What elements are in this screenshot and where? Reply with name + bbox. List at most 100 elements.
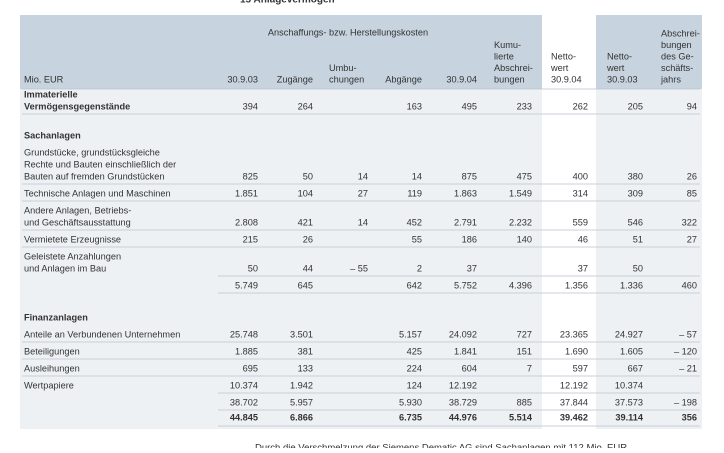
cell-value: – 55 xyxy=(350,263,368,273)
footnote: Durch die Verschmelzung der Siemens Dema… xyxy=(255,443,627,448)
section-title: Sachanlagen xyxy=(24,130,81,140)
row-label: Andere Anlagen, Betriebs- xyxy=(24,205,131,215)
cell-value: 38.702 xyxy=(230,397,258,407)
row-label: Bauten auf fremden Grundstücken xyxy=(24,171,164,181)
section-title: Finanzanlagen xyxy=(24,312,88,322)
column-header: Umbu- xyxy=(329,63,357,73)
cell-value: 46 xyxy=(578,234,588,244)
cell-value: 322 xyxy=(682,217,697,227)
cell-value: 27 xyxy=(687,234,697,244)
cell-value: 55 xyxy=(412,234,422,244)
cell-value: 380 xyxy=(628,171,643,181)
column-header: Abschrei- xyxy=(661,28,700,38)
cell-value: 215 xyxy=(243,234,258,244)
cell-value: 24.092 xyxy=(449,329,477,339)
column-header: chungen xyxy=(329,74,364,84)
column-header: schäfts- xyxy=(661,63,693,73)
cell-value: 1.690 xyxy=(565,346,588,356)
cell-value: 5.752 xyxy=(454,280,477,290)
row-label: Grundstücke, grundstücksgleiche xyxy=(24,147,160,157)
cell-value: 6.866 xyxy=(290,412,313,422)
cell-value: 37 xyxy=(467,263,477,273)
cell-value: 44 xyxy=(303,263,313,273)
cell-value: 7 xyxy=(527,363,532,373)
column-header: bungen xyxy=(661,40,692,50)
column-header: jahrs xyxy=(660,74,681,84)
column-header: 30.9.03 xyxy=(607,74,638,84)
cell-value: 381 xyxy=(298,346,313,356)
cell-value: 44.845 xyxy=(230,412,258,422)
column-header: 30.9.04 xyxy=(551,74,582,84)
row-label: Wertpapiere xyxy=(24,380,74,390)
cell-value: 10.374 xyxy=(615,380,643,390)
cell-value: 12.192 xyxy=(449,380,477,390)
cell-value: 309 xyxy=(628,188,643,198)
row-label: Ausleihungen xyxy=(24,363,80,373)
cell-value: 400 xyxy=(573,171,588,181)
cell-value: 1.885 xyxy=(235,346,258,356)
cell-value: 37.573 xyxy=(615,397,643,407)
cell-value: 26 xyxy=(687,171,697,181)
cell-value: 1.863 xyxy=(454,188,477,198)
cell-value: – 57 xyxy=(679,329,697,339)
heading: 15 Anlagevermögen xyxy=(240,0,335,6)
cell-value: 875 xyxy=(462,171,477,181)
column-header: Netto- xyxy=(607,51,632,61)
cell-value: 1.356 xyxy=(565,280,588,290)
cell-value: 37.844 xyxy=(560,397,588,407)
row-label: Anteile an Verbundenen Unternehmen xyxy=(24,329,180,339)
cell-value: 163 xyxy=(407,101,422,111)
cell-value: 39.462 xyxy=(560,412,588,422)
cell-value: 695 xyxy=(243,363,258,373)
cell-value: 425 xyxy=(407,346,422,356)
column-header: wert xyxy=(550,63,569,73)
cell-value: 50 xyxy=(303,171,313,181)
row-label: Beteiligungen xyxy=(24,346,80,356)
cell-value: 495 xyxy=(462,101,477,111)
cell-value: 642 xyxy=(407,280,422,290)
cell-value: 645 xyxy=(298,280,313,290)
cell-value: 314 xyxy=(573,188,588,198)
cell-value: 1.549 xyxy=(509,188,532,198)
cell-value: 475 xyxy=(517,171,532,181)
cell-value: 124 xyxy=(407,380,422,390)
column-header: Abschrei- xyxy=(494,63,533,73)
cell-value: 1.851 xyxy=(235,188,258,198)
cell-value: 14 xyxy=(358,217,368,227)
cell-value: 264 xyxy=(298,101,313,111)
cell-value: 27 xyxy=(358,188,368,198)
cell-value: 37 xyxy=(578,263,588,273)
cell-value: 186 xyxy=(462,234,477,244)
column-header: Kumu- xyxy=(494,40,521,50)
row-label: Vermietete Erzeugnisse xyxy=(24,234,121,244)
cell-value: 233 xyxy=(517,101,532,111)
cell-value: 14 xyxy=(358,171,368,181)
cell-value: 23.365 xyxy=(560,329,588,339)
cell-value: 104 xyxy=(298,188,313,198)
row-label: und Geschäftsausstattung xyxy=(24,217,131,227)
column-header: des Ge- xyxy=(661,51,694,61)
cell-value: 727 xyxy=(517,329,532,339)
column-header: lierte xyxy=(494,51,514,61)
cell-value: 1.336 xyxy=(620,280,643,290)
cell-value: 5.514 xyxy=(509,412,533,422)
cell-value: 224 xyxy=(407,363,422,373)
cell-value: 51 xyxy=(633,234,643,244)
cell-value: – 120 xyxy=(674,346,697,356)
cell-value: 85 xyxy=(687,188,697,198)
cell-value: 2.791 xyxy=(454,217,477,227)
cell-value: 1.605 xyxy=(620,346,643,356)
column-header: Zugänge xyxy=(277,74,313,84)
cell-value: 25.748 xyxy=(230,329,258,339)
cell-value: 26 xyxy=(303,234,313,244)
cell-value: 2.808 xyxy=(235,217,258,227)
column-header: Netto- xyxy=(551,51,576,61)
cell-value: 10.374 xyxy=(230,380,258,390)
row-label: Geleistete Anzahlungen xyxy=(24,251,121,261)
cell-value: 1.841 xyxy=(454,346,477,356)
highlight-column xyxy=(542,15,596,429)
cell-value: – 21 xyxy=(679,363,697,373)
cell-value: 2 xyxy=(417,263,422,273)
cell-value: 4.396 xyxy=(509,280,532,290)
